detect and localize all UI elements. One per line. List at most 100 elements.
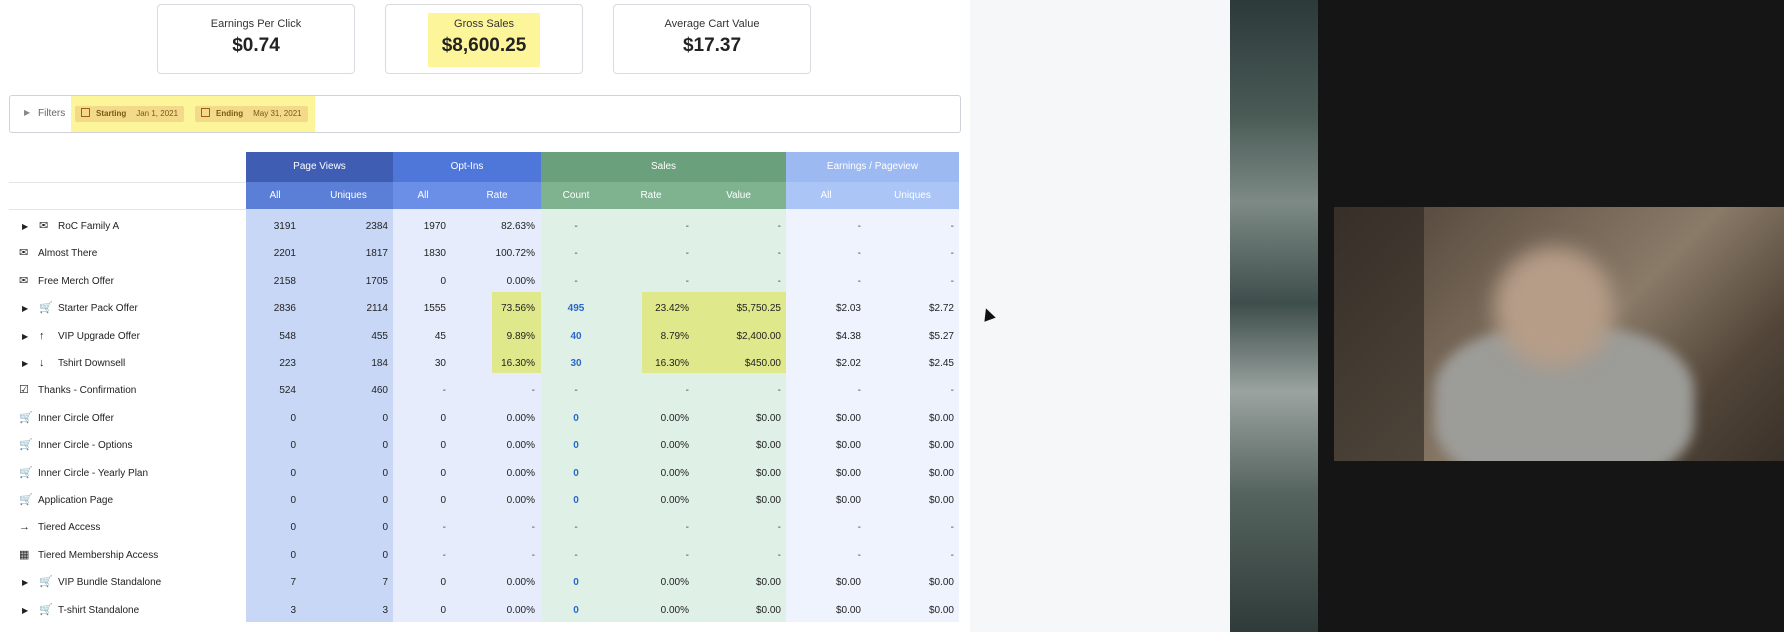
row-name-cell[interactable]: → Tiered Access bbox=[9, 514, 246, 541]
row-name-cell[interactable]: ▶ 🛒 Starter Pack Offer bbox=[9, 295, 246, 322]
kpi-label: Gross Sales bbox=[454, 18, 514, 30]
table-cell: 1830 bbox=[423, 248, 446, 260]
caret-right-icon[interactable]: ▶ bbox=[24, 108, 31, 117]
table-cell: 0 bbox=[440, 604, 446, 616]
table-row[interactable]: 🛒 Inner Circle Offer 0 0 0 0.00% 0 0.00% $0.00 $0… bbox=[9, 405, 959, 432]
table-cell: 2384 bbox=[365, 221, 388, 232]
filters-label[interactable]: Filters bbox=[38, 108, 66, 119]
table-cell[interactable]: 0 bbox=[573, 604, 579, 616]
row-name-cell[interactable]: ▶ ↑ VIP Upgrade Offer bbox=[9, 323, 246, 350]
row-name-cell[interactable]: ✉ Free Merch Offer bbox=[9, 268, 246, 295]
kpi-card-gross-sales: Gross Sales $8,600.25 bbox=[385, 4, 583, 74]
calendar-icon bbox=[81, 108, 90, 117]
table-cell[interactable]: 0 bbox=[573, 495, 579, 506]
table-row[interactable]: 🛒 Application Page 0 0 0 0.00% 0 0.00% $0.00 $0.0… bbox=[9, 487, 959, 514]
table-cell: 0 bbox=[440, 440, 446, 452]
table-cell: 0 bbox=[382, 467, 388, 479]
table-cell: - bbox=[777, 221, 781, 232]
table-cell: $0.00 bbox=[835, 495, 861, 506]
caret-right-icon[interactable]: ▶ bbox=[22, 222, 29, 231]
kpi-value: $8,600.25 bbox=[441, 35, 527, 56]
table-cell: 0.00% bbox=[506, 467, 535, 479]
table-row[interactable]: ▦ Tiered Membership Access 0 0 - - - - - - - bbox=[9, 542, 959, 569]
row-name-cell[interactable]: 🛒 Inner Circle - Yearly Plan bbox=[9, 460, 246, 487]
table-row[interactable]: ✉ Almost There 2201 1817 1830 100.72% - - - - - bbox=[9, 240, 959, 267]
table-cell[interactable]: 0 bbox=[573, 467, 579, 479]
row-name: Thanks - Confirmation bbox=[38, 385, 137, 397]
table-cell: 73.56% bbox=[501, 303, 535, 315]
row-name-cell[interactable]: 🛒 Inner Circle - Options bbox=[9, 432, 246, 459]
table-cell: 0 bbox=[290, 467, 296, 479]
table-cell: - bbox=[950, 221, 954, 232]
row-name-cell[interactable]: ▶ ✉ RoC Family A bbox=[9, 213, 246, 240]
table-cell: 0 bbox=[290, 495, 296, 506]
table-cell: - bbox=[531, 385, 535, 397]
subheader-optins-all: All bbox=[393, 182, 453, 209]
table-cell: $2.02 bbox=[835, 358, 861, 369]
row-name-cell[interactable]: ▶ 🛒 T-shirt Standalone bbox=[9, 597, 246, 624]
table-cell[interactable]: 30 bbox=[570, 358, 582, 369]
table-row[interactable]: ✉ Free Merch Offer 2158 1705 0 0.00% - - - - - bbox=[9, 268, 959, 295]
table-row[interactable]: ▶ ↑ VIP Upgrade Offer 548 455 45 9.89% 40 8.79% $… bbox=[9, 323, 959, 350]
caret-right-icon[interactable]: ▶ bbox=[22, 359, 29, 368]
table-cell: 0.00% bbox=[660, 495, 689, 506]
table-cell: 0 bbox=[440, 577, 446, 589]
table-cell: 0 bbox=[382, 440, 388, 452]
table-cell: $0.00 bbox=[928, 495, 954, 506]
table-cell: - bbox=[574, 221, 578, 232]
table-row[interactable]: 🛒 Inner Circle - Yearly Plan 0 0 0 0.00% 0 0.00… bbox=[9, 460, 959, 487]
ending-date-chip[interactable]: Ending May 31, 2021 bbox=[195, 106, 308, 122]
row-name-cell[interactable]: ☑ Thanks - Confirmation bbox=[9, 377, 246, 404]
cart-icon: 🛒 bbox=[19, 494, 33, 506]
table-row[interactable]: → Tiered Access 0 0 - - - - - - - bbox=[9, 514, 959, 541]
table-cell: - bbox=[685, 221, 689, 232]
row-name-cell[interactable]: ✉ Almost There bbox=[9, 240, 246, 267]
row-name-cell[interactable]: ▶ 🛒 VIP Bundle Standalone bbox=[9, 569, 246, 596]
table-row[interactable]: ▶ 🛒 Starter Pack Offer 2836 2114 1555 73.56% 49… bbox=[9, 295, 959, 322]
starting-date-chip[interactable]: Starting Jan 1, 2021 bbox=[75, 106, 185, 122]
table-row[interactable]: ☑ Thanks - Confirmation 524 460 - - - - - - - bbox=[9, 377, 959, 404]
table-cell[interactable]: 0 bbox=[573, 577, 579, 589]
row-name-cell[interactable]: ▶ ↓ Tshirt Downsell bbox=[9, 350, 246, 377]
table-row[interactable]: ▶ ↓ Tshirt Downsell 223 184 30 16.30% 30 16.30% $… bbox=[9, 350, 959, 377]
row-name-cell[interactable]: 🛒 Inner Circle Offer bbox=[9, 405, 246, 432]
row-name-cell[interactable]: ▦ Tiered Membership Access bbox=[9, 542, 246, 569]
table-cell: $2.72 bbox=[928, 303, 954, 315]
dashboard-icon: ▦ bbox=[19, 548, 30, 561]
table-cell: 0.00% bbox=[506, 412, 535, 424]
table-row[interactable]: ▶ ✉ RoC Family A 3191 2384 1970 82.63% - - - - - bbox=[9, 213, 959, 240]
filters-bar[interactable]: ▶ Filters Starting Jan 1, 2021 Ending May … bbox=[9, 95, 961, 133]
table-cell: - bbox=[531, 549, 535, 561]
row-name: Tiered Membership Access bbox=[38, 549, 159, 561]
table-cell: 45 bbox=[434, 330, 446, 342]
row-name: Inner Circle Offer bbox=[38, 412, 114, 424]
caret-right-icon[interactable]: ▶ bbox=[22, 578, 29, 588]
caret-right-icon[interactable]: ▶ bbox=[22, 605, 29, 615]
table-cell[interactable]: 0 bbox=[573, 440, 579, 452]
table-cell: - bbox=[574, 275, 578, 287]
table-cell[interactable]: 495 bbox=[567, 303, 585, 315]
table-cell: 2201 bbox=[273, 248, 296, 260]
table-cell: 460 bbox=[371, 385, 388, 397]
kpi-label: Earnings Per Click bbox=[210, 18, 302, 30]
sign-in-icon: → bbox=[19, 521, 30, 534]
group-header-page-views: Page Views bbox=[246, 152, 393, 182]
caret-right-icon[interactable]: ▶ bbox=[22, 331, 29, 341]
table-cell: - bbox=[685, 522, 689, 534]
row-name: RoC Family A bbox=[58, 221, 120, 232]
table-row[interactable]: ▶ 🛒 VIP Bundle Standalone 7 7 0 0.00% 0 0.00% $0.… bbox=[9, 569, 959, 596]
table-cell: - bbox=[857, 248, 861, 260]
table-cell: 16.30% bbox=[501, 358, 535, 369]
caret-right-icon[interactable]: ▶ bbox=[22, 304, 29, 314]
table-cell[interactable]: 40 bbox=[570, 330, 582, 342]
table-cell: - bbox=[857, 385, 861, 397]
kpi-value: $0.74 bbox=[232, 35, 280, 56]
table-row[interactable]: ▶ 🛒 T-shirt Standalone 3 3 0 0.00% 0 0.00% $0.00 $… bbox=[9, 597, 959, 624]
table-cell: 0.00% bbox=[506, 440, 535, 452]
row-name-cell[interactable]: 🛒 Application Page bbox=[9, 487, 246, 514]
table-cell: - bbox=[574, 549, 578, 561]
table-cell: - bbox=[442, 549, 446, 561]
subheader-sales-count: Count bbox=[541, 182, 611, 209]
table-row[interactable]: 🛒 Inner Circle - Options 0 0 0 0.00% 0 0.00% $0.… bbox=[9, 432, 959, 459]
table-cell[interactable]: 0 bbox=[573, 412, 579, 424]
